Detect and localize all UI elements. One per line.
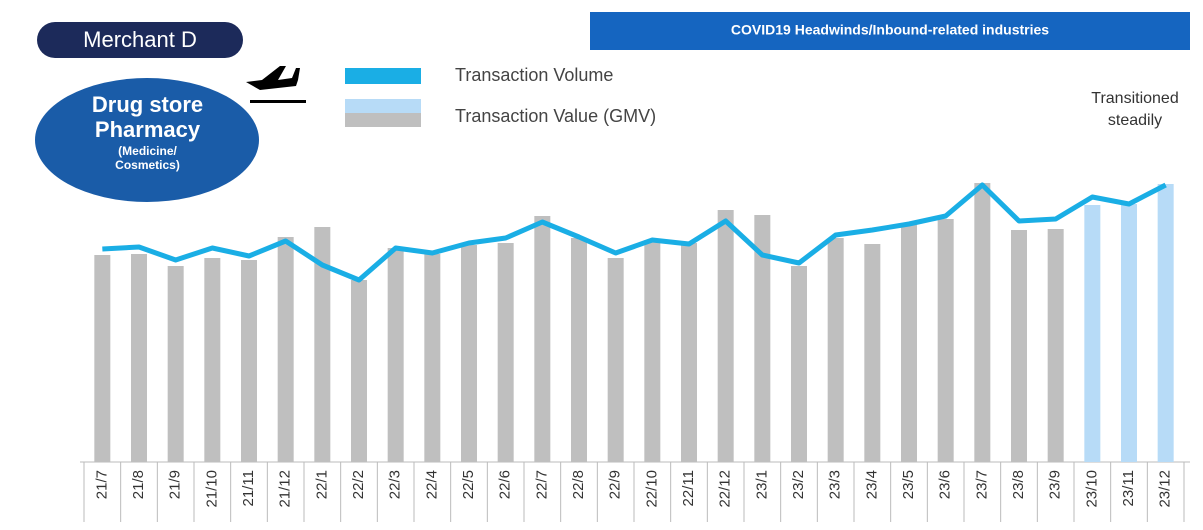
line: [102, 182, 1167, 283]
x-tick-label: 22/8: [570, 470, 587, 499]
bar: [937, 219, 954, 462]
legend-label: Transaction Volume: [455, 65, 613, 85]
bar: [974, 183, 991, 462]
x-tick-label: 23/11: [1120, 470, 1137, 506]
legend-label: Transaction Value (GMV): [455, 106, 656, 126]
banner-bg: [590, 12, 1190, 50]
bar: [277, 237, 294, 462]
bar: [204, 258, 221, 462]
bar: [901, 225, 917, 462]
x-tick-label: 21/12: [277, 470, 294, 508]
bar: [1011, 230, 1027, 462]
x-tick-label: 21/9: [167, 470, 184, 499]
bar: [351, 280, 367, 462]
bar: [571, 238, 587, 462]
bar: [681, 243, 697, 462]
x-tick-label: 23/12: [1157, 470, 1174, 508]
x-tick-label: 22/7: [533, 470, 550, 499]
x-tick-label: 23/2: [790, 470, 807, 499]
x-tick-label: 23/5: [900, 470, 917, 499]
bar: [607, 258, 624, 462]
x-tick-label: 22/10: [643, 470, 660, 508]
annotation-box: Transitioned steadily: [1091, 90, 1179, 129]
x-tick-label: 22/4: [423, 470, 440, 499]
bar: [534, 216, 551, 462]
x-tick-label: 21/10: [203, 470, 220, 508]
legend-swatch: [345, 113, 421, 127]
bar: [1157, 184, 1174, 462]
x-tick-label: 21/8: [130, 470, 147, 499]
industry-detail: (Medicine/ Cosmetics): [115, 144, 180, 172]
bar: [241, 260, 257, 462]
x-tick-label: 22/5: [460, 470, 477, 499]
x-tick-label: 22/3: [387, 470, 404, 499]
x-tick-label: 23/9: [1047, 470, 1064, 499]
x-tick-label: 23/3: [827, 470, 844, 499]
bar: [717, 210, 734, 462]
annotation: Transitioned steadily: [1091, 90, 1179, 129]
x-tick-label: 22/12: [717, 470, 734, 508]
x-tick-label: 22/2: [350, 470, 367, 499]
industry-bg: [35, 78, 259, 202]
x-tick-label: 23/10: [1083, 470, 1100, 508]
bar: [1084, 205, 1101, 462]
bar: [1121, 204, 1137, 462]
bar: [827, 238, 844, 462]
bar: [424, 254, 441, 462]
badge-bg: [37, 22, 243, 58]
bar: [167, 266, 184, 462]
plane-icon: [246, 66, 306, 103]
bar: [387, 248, 404, 462]
x-tick-label: 22/1: [313, 470, 330, 499]
x-tick-label: 23/4: [863, 470, 880, 499]
x-tick-label: 23/7: [973, 470, 990, 499]
x-tick-label: 23/8: [1010, 470, 1027, 499]
legend-swatch: [345, 99, 421, 113]
bar: [94, 255, 111, 462]
industry: Drug store Pharmacy: [91, 92, 204, 142]
bar: [497, 243, 514, 462]
x-tick-label: 23/1: [753, 470, 770, 499]
bar: [754, 215, 771, 462]
bar: [644, 240, 661, 462]
bar: [131, 254, 147, 462]
bar: [314, 227, 331, 462]
bar: [461, 245, 477, 462]
x-tick-label: 21/11: [240, 470, 257, 506]
x-tick-label: 22/11: [680, 470, 697, 506]
bar: [791, 266, 807, 462]
x-tick-label: 22/9: [607, 470, 624, 499]
x-tick-label: 22/6: [497, 470, 514, 499]
banner: COVID19 Headwinds/Inbound-related indust…: [731, 22, 1049, 38]
bar: [1047, 229, 1064, 462]
x-tick-label: 21/7: [93, 470, 110, 499]
badge: Merchant D: [83, 27, 197, 52]
industry-box: Drug store Pharmacy (Medicine/ Cosmetics…: [91, 92, 204, 172]
bar: [864, 244, 881, 462]
legend-swatch: [345, 68, 421, 84]
x-tick-label: 23/6: [937, 470, 954, 499]
